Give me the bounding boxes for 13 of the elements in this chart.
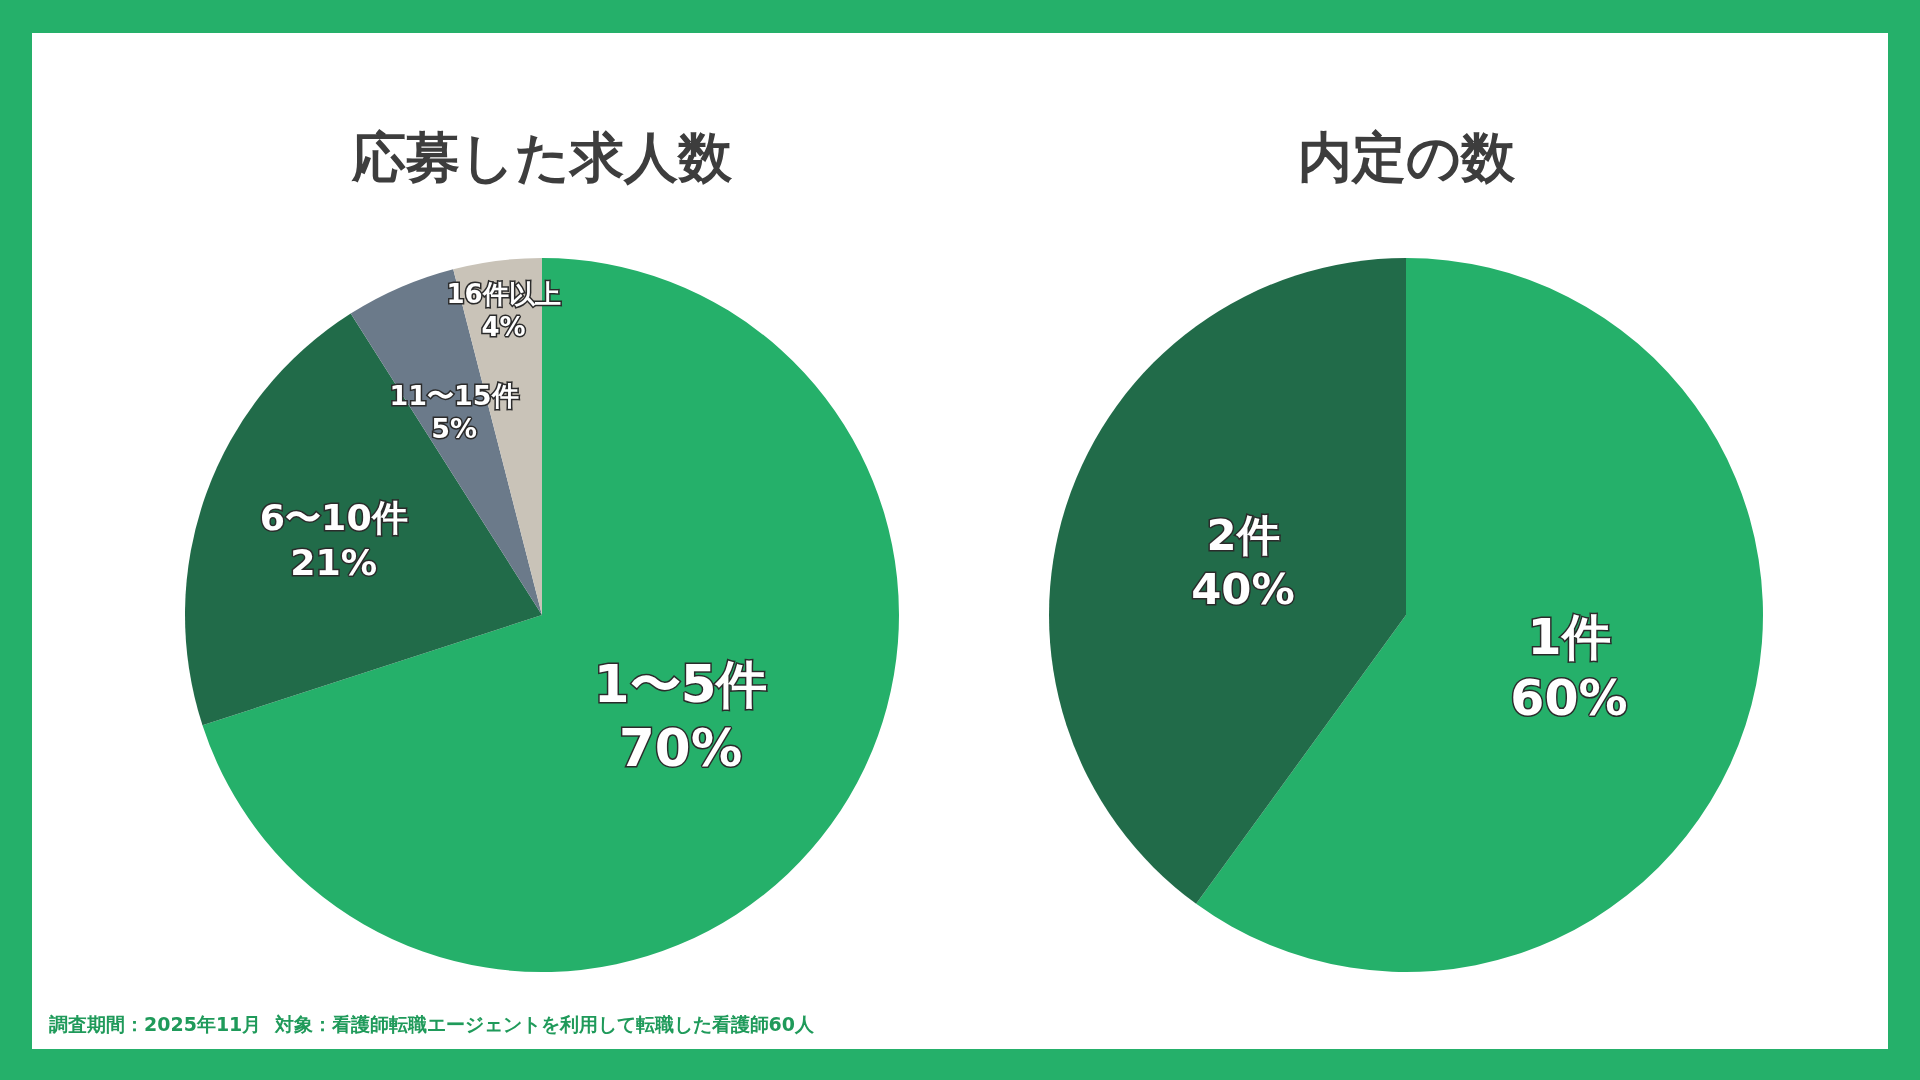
data-label: 70% (619, 717, 743, 778)
data-label: 5% (431, 413, 477, 445)
chart-title: 応募した求人数 (351, 125, 733, 189)
data-label: 4% (481, 311, 526, 342)
text: 調査期間：2025年11月 対象：看護師転職エージェントを利用して転職した看護師60人 (49, 1012, 815, 1035)
data-label: 21% (290, 541, 378, 585)
slice-label: 2件 (1206, 509, 1280, 560)
slice-label: 1件 (1527, 608, 1611, 666)
data-label: 60% (1510, 670, 1628, 728)
slice-label: 6〜10件 (259, 495, 408, 539)
slice-label: 1〜5件 (593, 653, 768, 714)
chart-title: 内定の数 (1297, 125, 1516, 189)
data-label: 40% (1191, 564, 1295, 615)
